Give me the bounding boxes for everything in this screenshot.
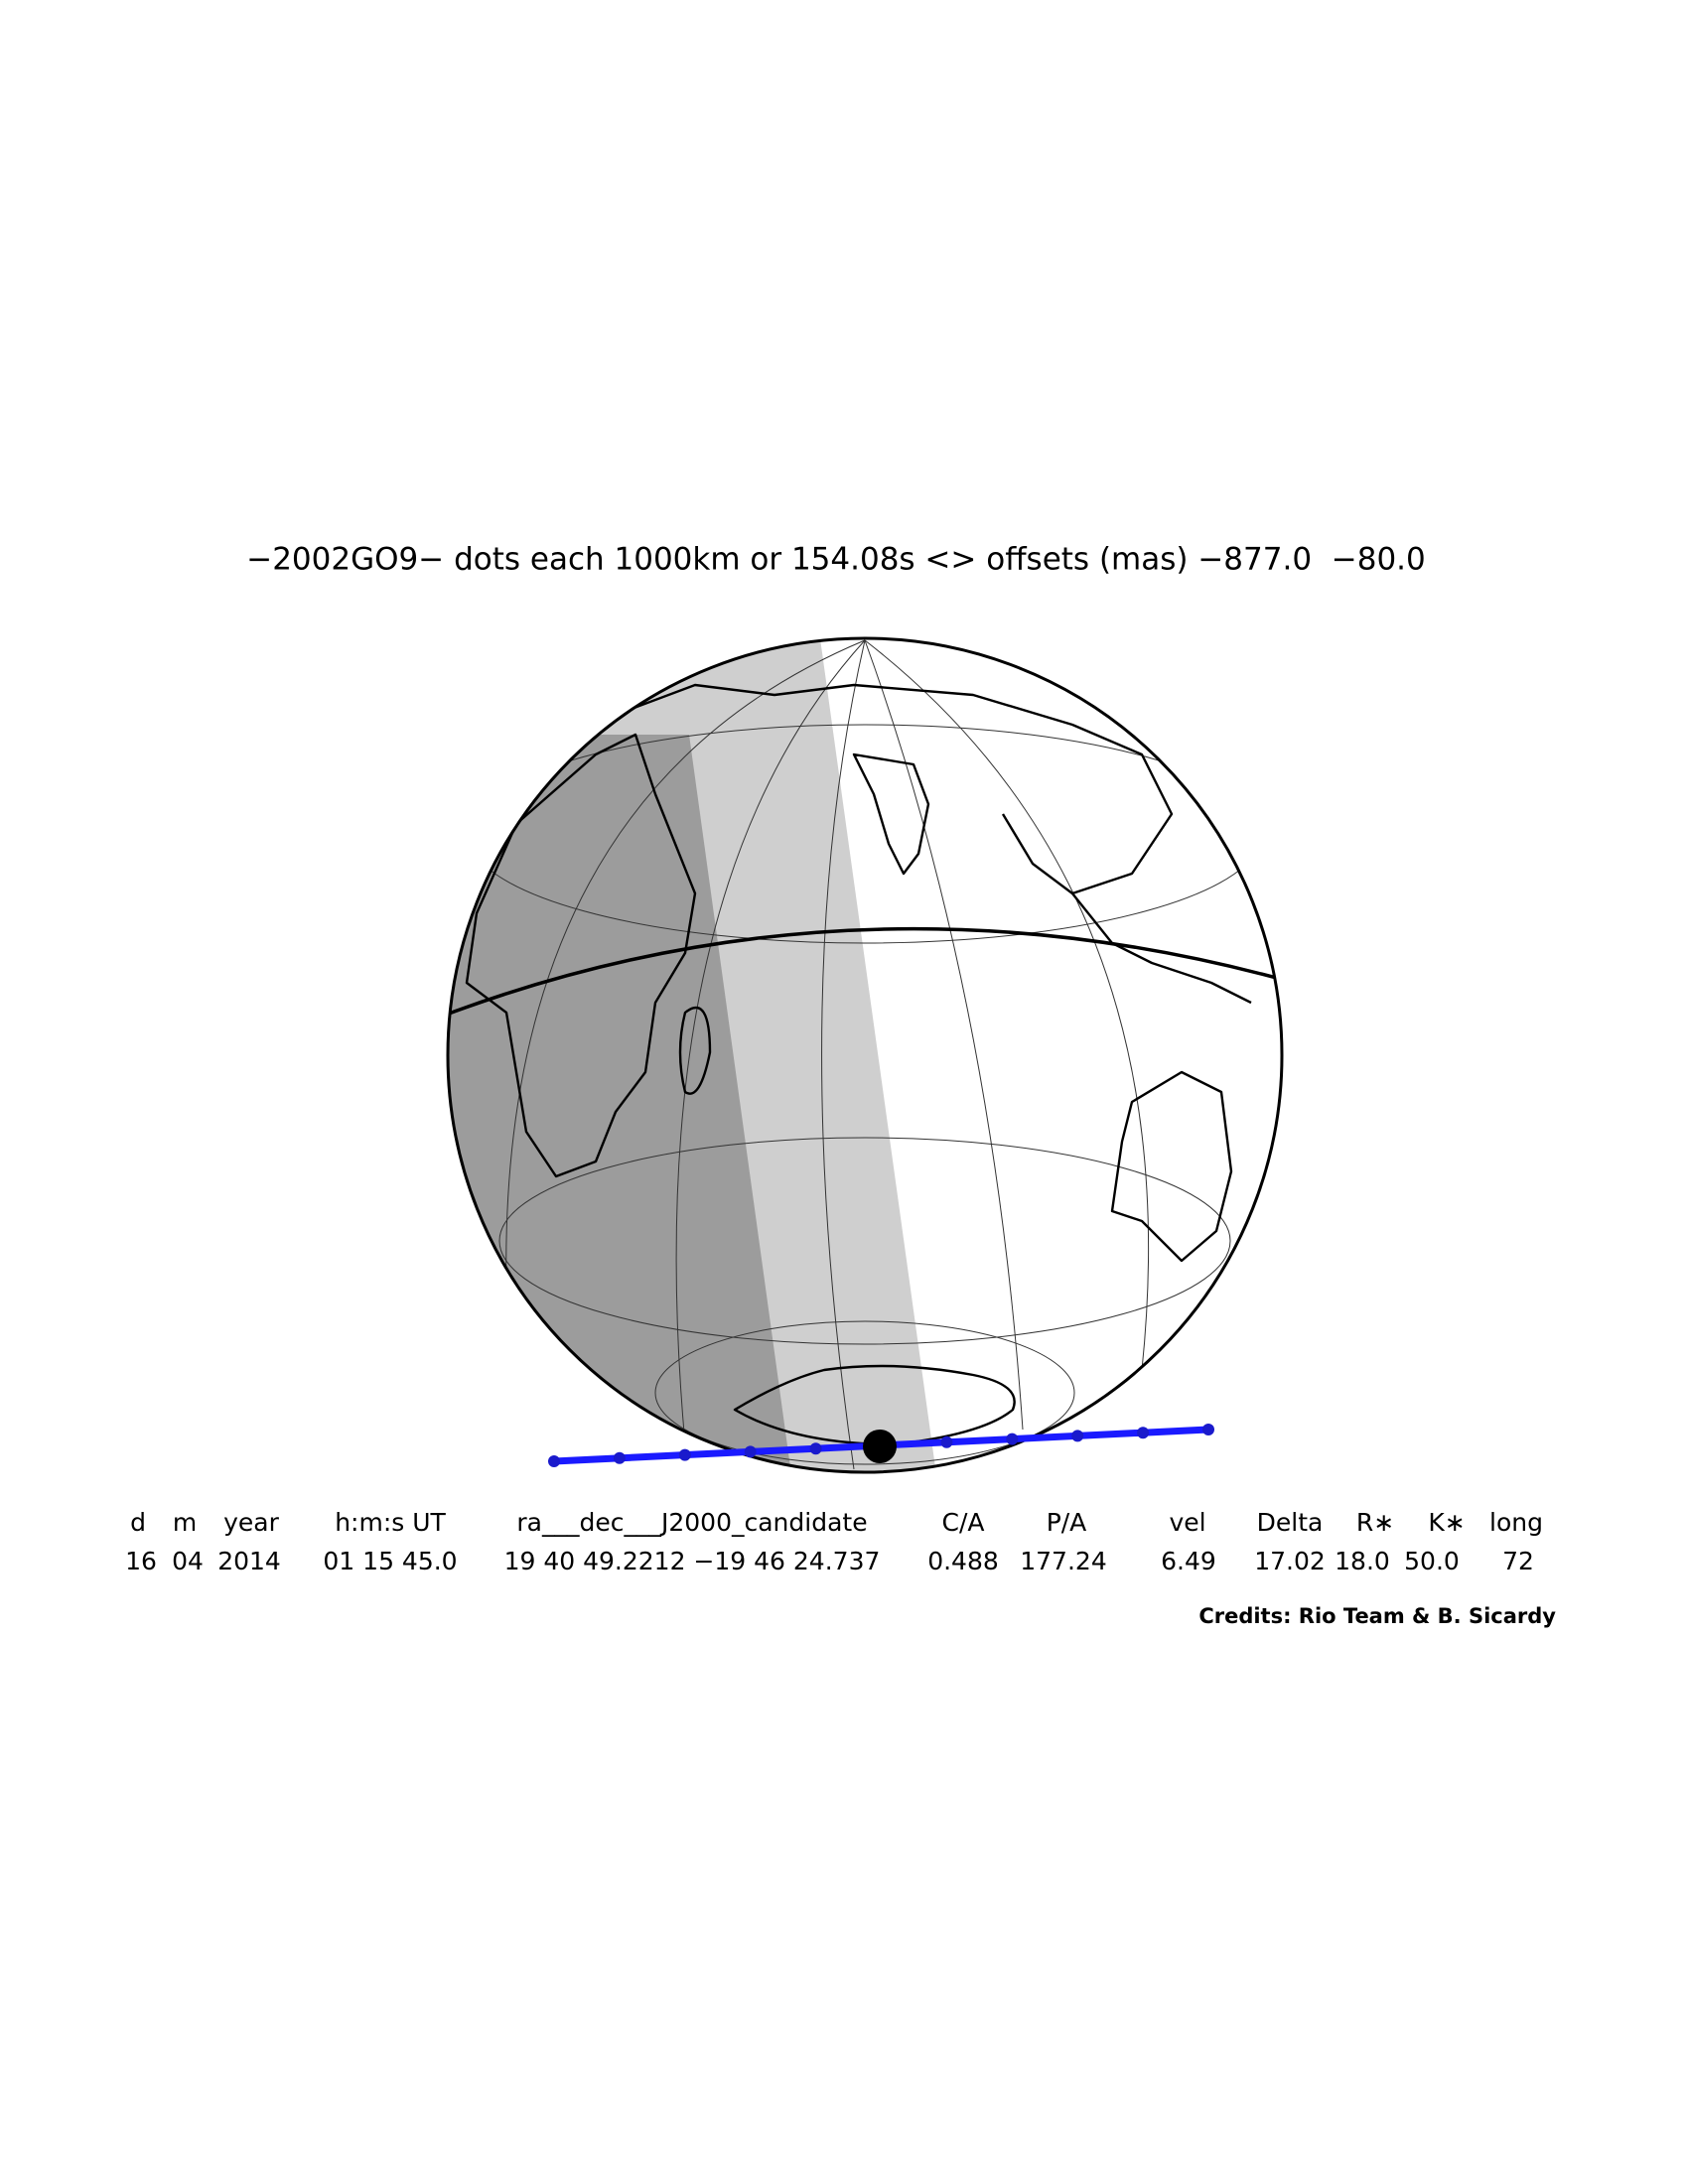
table-value: 50.0 <box>1404 1547 1460 1575</box>
table-header: long <box>1489 1508 1543 1537</box>
table-header: K∗ <box>1428 1508 1465 1537</box>
table-header: h:m:s UT <box>335 1508 446 1537</box>
path-dot <box>678 1448 691 1461</box>
graticule <box>467 639 1263 1470</box>
table-header: Delta <box>1257 1508 1324 1537</box>
table-value: 6.49 <box>1161 1547 1216 1575</box>
table-header: R∗ <box>1356 1508 1394 1537</box>
path-dot <box>613 1451 626 1464</box>
globe <box>446 636 1284 1474</box>
table-value: 01 15 45.0 <box>323 1547 457 1575</box>
coastlines <box>465 683 1252 1446</box>
table-value: 72 <box>1502 1547 1534 1575</box>
path-dot <box>1071 1430 1084 1442</box>
table-value: 16 <box>125 1547 157 1575</box>
event-table: d m year h:m:s UT ra___dec___J2000_candidate… <box>125 1508 1543 1575</box>
table-value: 19 40 49.2212 −19 46 24.737 <box>504 1547 881 1575</box>
table-header: P/A <box>1047 1508 1087 1537</box>
path-dot <box>548 1455 560 1467</box>
globe-outline <box>446 636 1284 1474</box>
path-dot <box>1202 1424 1214 1435</box>
table-header: m <box>173 1508 197 1537</box>
table-header: d <box>130 1508 146 1537</box>
equator <box>448 926 1281 1016</box>
closest-approach <box>863 1430 897 1463</box>
table-header: C/A <box>942 1508 985 1537</box>
path-dot <box>744 1445 757 1458</box>
table-header: year <box>223 1508 279 1537</box>
table-value: 17.02 <box>1254 1547 1326 1575</box>
table-value: 18.0 <box>1335 1547 1390 1575</box>
path-dot <box>1137 1427 1150 1439</box>
credits: Credits: Rio Team & B. Sicardy <box>1198 1604 1556 1628</box>
shadow-path <box>548 1424 1214 1467</box>
table-value: 0.488 <box>927 1547 999 1575</box>
path-dot <box>809 1442 822 1455</box>
map-title: −2002GO9− dots each 1000km or 154.08s <>… <box>246 542 1426 578</box>
table-value: 2014 <box>217 1547 281 1575</box>
table-header: ra___dec___J2000_candidate <box>516 1508 867 1537</box>
table-header: vel <box>1169 1508 1205 1537</box>
path-dot <box>1006 1433 1019 1445</box>
table-value: 04 <box>172 1547 204 1575</box>
table-value: 177.24 <box>1020 1547 1106 1575</box>
path-dot <box>940 1435 953 1448</box>
